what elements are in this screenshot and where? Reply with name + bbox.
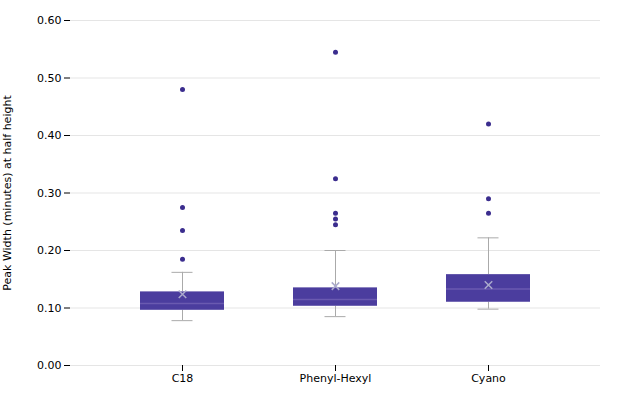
svg-text:Cyano: Cyano [471,372,506,385]
svg-text:Peak Width (minutes) at half h: Peak Width (minutes) at half height [1,95,14,291]
svg-text:Phenyl-Hexyl: Phenyl-Hexyl [300,372,372,385]
svg-text:0.00: 0.00 [37,359,62,372]
svg-text:0.40: 0.40 [37,129,62,142]
svg-text:C18: C18 [172,372,194,385]
svg-text:0.50: 0.50 [37,72,62,85]
svg-text:0.60: 0.60 [37,14,62,27]
svg-text:0.10: 0.10 [37,302,62,315]
svg-text:0.20: 0.20 [37,244,62,257]
svg-text:0.30: 0.30 [37,187,62,200]
